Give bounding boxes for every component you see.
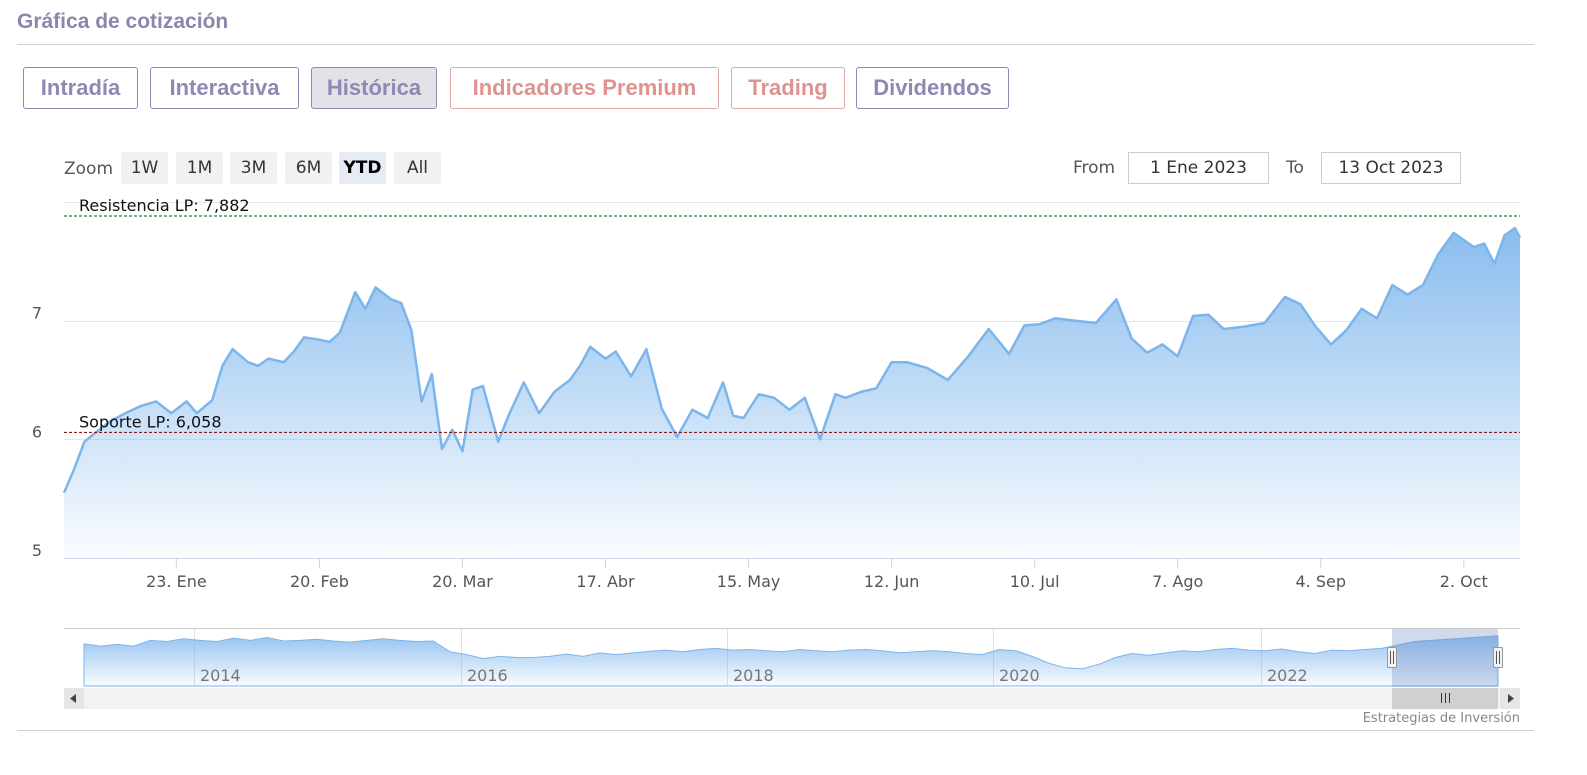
navigator-year-label: 2018 xyxy=(733,666,774,685)
x-tick-label: 10. Jul xyxy=(1010,572,1060,591)
x-tick-label: 20. Feb xyxy=(290,572,349,591)
scroll-right-button[interactable] xyxy=(1500,688,1520,709)
annotations: Resistencia LP: 7,882 Soporte LP: 6,058 xyxy=(64,196,1520,434)
price-area xyxy=(64,228,1520,558)
y-axis-labels: 5 6 7 xyxy=(32,304,42,560)
price-line xyxy=(62,226,1522,494)
from-date-input[interactable]: 1 Ene 2023 xyxy=(1128,152,1269,184)
navigator-handle-right[interactable] xyxy=(1493,647,1503,668)
tab-historica[interactable]: Histórica xyxy=(311,67,437,109)
tab-interactiva[interactable]: Interactiva xyxy=(150,67,299,109)
support-label: Soporte LP: 6,058 xyxy=(79,412,222,431)
title-divider xyxy=(17,44,1534,45)
navigator-year-label: 2016 xyxy=(467,666,508,685)
svg-text:1M: 1M xyxy=(187,158,212,178)
tab-intradia[interactable]: Intradía xyxy=(23,67,138,109)
svg-text:3M: 3M xyxy=(241,158,266,178)
zoom-label: Zoom xyxy=(64,159,113,179)
navigator-year-label: 2022 xyxy=(1267,666,1308,685)
svg-text:13 Oct 2023: 13 Oct 2023 xyxy=(1338,158,1443,178)
x-axis-labels: 23. Ene 20. Feb 20. Mar 17. Abr 15. May 12. J… xyxy=(146,558,1488,591)
svg-text:1W: 1W xyxy=(131,158,159,178)
navigator-year-label: 2014 xyxy=(200,666,241,685)
x-tick-label: 4. Sep xyxy=(1296,572,1347,591)
bottom-divider xyxy=(17,730,1534,731)
tab-indicadores-premium[interactable]: Indicadores Premium xyxy=(450,67,719,109)
x-tick-label: 15. May xyxy=(717,572,781,591)
svg-text:1 Ene 2023: 1 Ene 2023 xyxy=(1150,158,1247,178)
tab-trading[interactable]: Trading xyxy=(731,67,845,109)
to-label: To xyxy=(1285,158,1304,178)
navigator[interactable]: 2014 2016 2018 2020 2022 xyxy=(64,628,1520,688)
from-label: From xyxy=(1073,158,1115,178)
to-date-input[interactable]: 13 Oct 2023 xyxy=(1321,152,1461,184)
navigator-year-label: 2020 xyxy=(999,666,1040,685)
y-tick-label: 6 xyxy=(32,422,42,441)
range-button-ytd[interactable]: YTD xyxy=(339,152,386,184)
arrow-right-icon xyxy=(1508,694,1514,703)
range-button-3m[interactable]: 3M xyxy=(230,152,277,184)
x-tick-label: 12. Jun xyxy=(864,572,920,591)
page-title: Gráfica de cotización xyxy=(17,10,229,33)
navigator-selection[interactable] xyxy=(1392,629,1498,687)
x-tick-label: 2. Oct xyxy=(1440,572,1488,591)
tab-dividendos[interactable]: Dividendos xyxy=(856,67,1009,109)
resistance-label: Resistencia LP: 7,882 xyxy=(79,196,250,215)
navigator-handle-left[interactable] xyxy=(1387,647,1397,668)
range-button-all[interactable]: All xyxy=(394,152,441,184)
arrow-left-icon xyxy=(70,694,76,703)
y-tick-label: 5 xyxy=(32,541,42,560)
chart-credit: Estrategias de Inversión xyxy=(1362,711,1520,726)
scrollbar[interactable] xyxy=(64,688,1520,709)
svg-text:All: All xyxy=(407,158,428,178)
range-button-6m[interactable]: 6M xyxy=(285,152,332,184)
svg-text:YTD: YTD xyxy=(342,158,381,178)
x-tick-label: 23. Ene xyxy=(146,572,207,591)
range-button-1w[interactable]: 1W xyxy=(121,152,168,184)
y-tick-label: 7 xyxy=(32,304,42,323)
x-tick-label: 20. Mar xyxy=(432,572,493,591)
range-button-1m[interactable]: 1M xyxy=(176,152,223,184)
x-tick-label: 7. Ago xyxy=(1152,572,1203,591)
x-tick-label: 17. Abr xyxy=(576,572,635,591)
scroll-left-button[interactable] xyxy=(64,688,84,709)
svg-text:6M: 6M xyxy=(296,158,321,178)
